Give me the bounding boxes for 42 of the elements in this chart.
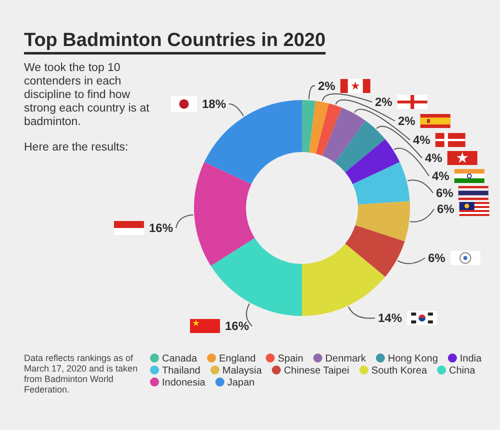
donut-slice [355, 201, 410, 242]
chart-title: Top Badminton Countries in 2020 [24, 30, 326, 51]
donut-slice [322, 108, 366, 163]
legend-label: Denmark [325, 354, 367, 364]
legend-label: Chinese Taipei [284, 366, 350, 376]
data-label: 6% [437, 202, 455, 216]
legend-label: Malaysia [222, 366, 262, 376]
legend-label: Thailand [162, 366, 200, 376]
data-label: 6% [428, 251, 446, 265]
text: Here are the results: [24, 142, 128, 154]
donut-slice [302, 100, 316, 152]
donut-slice [352, 162, 410, 204]
text: We took the top 10 contenders in each discipline to find how strong each country is at badminton. [24, 62, 150, 128]
legend-label: India [460, 354, 482, 364]
data-label: 6% [436, 186, 454, 200]
data-label: 2% [318, 79, 336, 93]
donut-slice [334, 120, 386, 172]
legend-label: Hong Kong [388, 354, 438, 364]
data-label: 2% [398, 114, 416, 128]
data-label: 16% [148, 221, 174, 235]
text: Data reflects rankings as of March 17, 2020 and is taken from Badminton World Federation. [24, 353, 138, 394]
donut-slice [345, 225, 405, 277]
data-label: 16% [224, 319, 250, 333]
data-label: 2% [375, 95, 393, 109]
legend-label: South Korea [371, 366, 428, 376]
data-label: 18% [202, 97, 226, 111]
donut-slice [204, 100, 302, 184]
data-label: 14% [378, 311, 402, 325]
legend-label: Japan [227, 378, 255, 388]
legend-label: England [219, 354, 256, 364]
data-label: 4% [413, 133, 431, 147]
data-label: 4% [432, 169, 450, 183]
legend-label: China [449, 366, 476, 376]
donut-slice [210, 238, 302, 316]
donut-slice [194, 162, 255, 266]
legend-label: Canada [162, 354, 198, 364]
legend-label: Indonesia [162, 378, 206, 388]
donut-slice [309, 100, 329, 154]
donut-slice [316, 103, 342, 156]
donut-slice [345, 139, 400, 184]
data-label: 4% [425, 151, 443, 165]
legend-label: Spain [278, 354, 304, 364]
